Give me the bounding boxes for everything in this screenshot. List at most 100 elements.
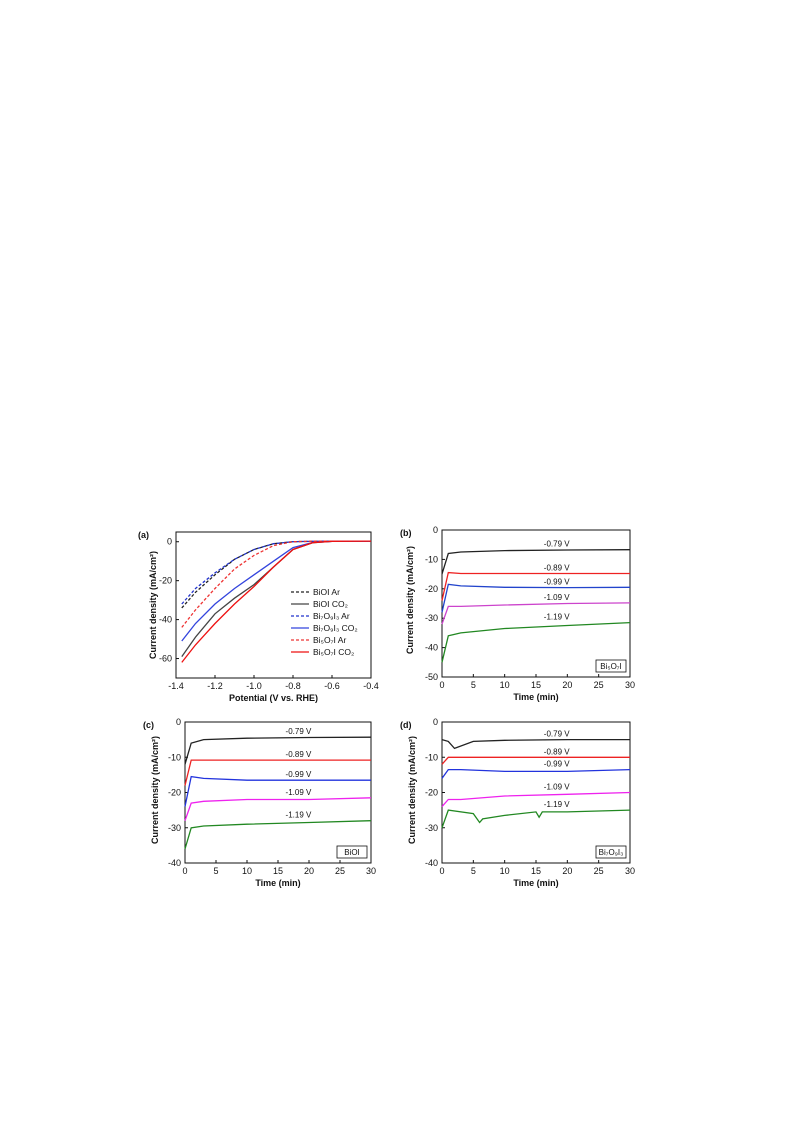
legend-label: Bi₇O₉I₃ Ar [313,611,350,621]
x-tick-label: 0 [439,680,444,690]
series-line-2 [441,756,630,765]
x-tick-label: 15 [531,866,541,876]
y-tick-label: -10 [425,752,438,762]
x-tick-label: 20 [304,866,314,876]
legend-label: Bi₇O₉I₃ CO₂ [313,623,358,633]
legend-label: Bi₅O₇I Ar [313,635,346,645]
series-label: -1.19 V [544,800,570,809]
series-line-2 [184,759,371,786]
x-tick-label: 10 [242,866,252,876]
x-tick-label: -0.8 [285,681,301,691]
y-tick-label: -20 [425,788,438,798]
x-tick-label: 5 [471,680,476,690]
x-tick-label: 25 [335,866,345,876]
series-label: -1.19 V [286,811,312,820]
sample-tag-box [595,659,627,673]
series-line-6 [181,540,372,663]
x-tick-label: -0.6 [324,681,340,691]
x-tick-label: 5 [471,866,476,876]
y-tick-label: -40 [168,858,181,868]
y-tick-label: -40 [425,858,438,868]
series-line-5 [184,820,372,850]
y-axis-label: Current density (mA/cm²) [148,551,158,659]
series-label: -0.79 V [544,730,570,739]
series-line-4 [184,797,372,821]
panel-label: (a) [138,530,149,540]
series-label: -0.99 V [544,760,570,769]
y-axis-label: Current density (mA/cm²) [405,546,415,654]
y-tick-label: -20 [159,576,172,586]
series-line-5 [181,540,371,628]
x-axis-label: Time (min) [513,692,558,702]
x-tick-label: -0.4 [363,681,379,691]
series-line-1 [441,738,630,750]
y-tick-label: -30 [425,613,438,623]
panel-c [184,721,372,864]
series-line-4 [441,791,631,808]
x-tick-label: 0 [439,866,444,876]
y-tick-label: -10 [425,554,438,564]
plot-frame [184,721,372,864]
series-line-1 [181,540,371,609]
x-tick-label: 15 [531,680,541,690]
series-label: -1.19 V [544,613,570,622]
y-tick-label: -20 [425,584,438,594]
y-tick-label: -20 [168,788,181,798]
y-tick-label: 0 [433,717,438,727]
series-label: -1.09 V [544,593,570,602]
series-label: -0.89 V [286,750,312,759]
sample-tag-box [595,845,627,859]
x-tick-label: 20 [562,680,572,690]
series-line-4 [441,602,631,625]
sample-tag: Bi₇O₉I₃ [599,848,624,857]
x-axis-label: Potential (V vs. RHE) [229,693,318,703]
y-tick-label: -60 [159,654,172,664]
x-tick-label: 30 [625,866,635,876]
series-label: -0.79 V [286,727,312,736]
series-line-3 [181,540,371,605]
sample-tag: BiOI [344,848,360,857]
series-label: -0.99 V [544,577,570,586]
x-tick-label: 25 [594,866,604,876]
panel-b [441,529,631,678]
y-tick-label: 0 [433,525,438,535]
panel-label: (c) [143,720,154,730]
x-tick-label: 20 [562,866,572,876]
x-tick-label: -1.4 [168,681,184,691]
series-label: -0.89 V [544,747,570,756]
x-axis-label: Time (min) [255,878,300,888]
series-label: -1.09 V [286,788,312,797]
panel-a [175,531,372,679]
sample-tag: Bi₅O₇I [600,662,622,671]
panel-d [441,721,631,864]
series-line-2 [441,571,630,601]
series-line-3 [441,583,631,613]
series-label: -0.89 V [544,564,570,573]
y-tick-label: -30 [425,823,438,833]
series-label: -1.09 V [544,783,570,792]
series-label: -0.79 V [544,540,570,549]
x-tick-label: -1.0 [246,681,262,691]
y-tick-label: 0 [176,717,181,727]
y-tick-label: -10 [168,752,181,762]
legend-label: BiOI CO₂ [313,599,348,609]
x-tick-label: 0 [182,866,187,876]
y-axis-label: Current density (mA/cm²) [407,736,417,844]
y-tick-label: -50 [425,672,438,682]
x-tick-label: 30 [366,866,376,876]
series-line-3 [441,768,631,779]
panel-label: (d) [400,720,412,730]
y-axis-label: Current density (mA/cm²) [150,736,160,844]
legend-label: Bi₅O₇I CO₂ [313,647,354,657]
sample-tag-box [336,845,368,859]
x-tick-label: 25 [594,680,604,690]
x-tick-label: -1.2 [207,681,223,691]
y-tick-label: 0 [167,537,172,547]
series-label: -0.99 V [286,770,312,779]
series-line-5 [441,809,631,829]
series-line-5 [441,621,631,663]
plot-frame [175,531,372,679]
series-line-1 [441,549,631,575]
x-tick-label: 5 [213,866,218,876]
